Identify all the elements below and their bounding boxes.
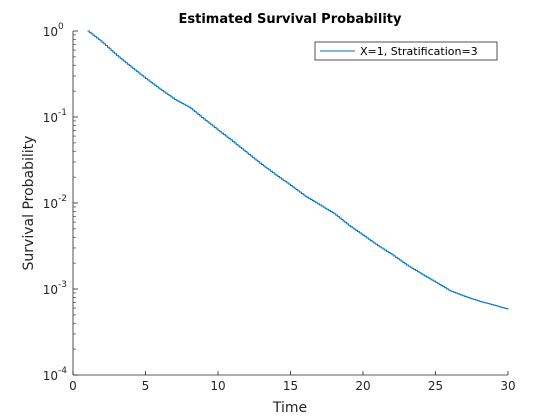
x-tick-label: 25: [428, 379, 443, 393]
legend-label: X=1, Stratification=3: [360, 45, 478, 58]
y-axis-label: Survival Probability: [21, 136, 37, 271]
y-tick-label: 10: [43, 283, 58, 297]
y-tick-exponent: -4: [58, 366, 67, 376]
x-tick-label: 5: [142, 379, 150, 393]
y-tick-label: 10: [43, 369, 58, 383]
y-tick-exponent: -3: [58, 280, 67, 290]
x-tick-label: 0: [69, 379, 77, 393]
plot-area: [73, 31, 508, 375]
series-line: [87, 30, 509, 310]
series-group: [87, 30, 509, 310]
y-tick-exponent: 0: [58, 22, 64, 32]
y-tick-label: 10: [43, 197, 58, 211]
chart-title: Estimated Survival Probability: [179, 12, 402, 27]
x-tick-label: 30: [500, 379, 515, 393]
x-tick-label: 20: [355, 379, 370, 393]
legend: X=1, Stratification=3: [314, 41, 498, 61]
y-tick-label: 10: [43, 25, 58, 39]
y-tick-exponent: -1: [58, 108, 67, 118]
legend-box: [314, 41, 498, 61]
x-axis-label: Time: [272, 400, 307, 416]
x-tick-label: 15: [283, 379, 298, 393]
y-tick-label: 10: [43, 111, 58, 125]
y-tick-exponent: -2: [58, 194, 67, 204]
x-tick-label: 10: [210, 379, 225, 393]
